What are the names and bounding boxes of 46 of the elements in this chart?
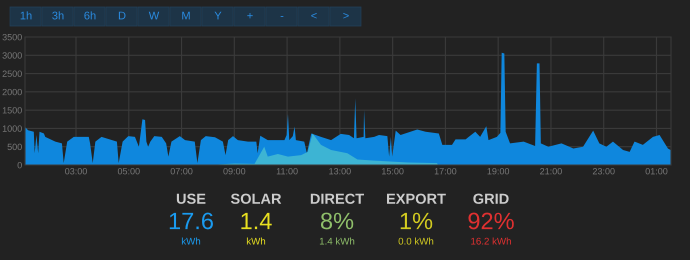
category-label: DIRECT — [310, 194, 364, 204]
x-tick-label: 11:00 — [276, 168, 298, 174]
text: - — [280, 16, 284, 17]
text: > — [343, 12, 349, 19]
text: 1.4 kWh — [320, 237, 354, 245]
y-tick-label: 500 — [8, 144, 22, 150]
x-tick-label: 09:00 — [223, 168, 246, 174]
text: < — [311, 12, 317, 19]
text: 3h — [52, 11, 64, 20]
x-tick-label: 01:00 — [646, 168, 668, 174]
y-tick-label: 2000 — [2, 88, 22, 96]
x-tick-label: 07:00 — [170, 168, 192, 174]
y-tick-label: 2500 — [2, 70, 22, 77]
text: 1.4 — [241, 212, 272, 230]
category-label: SOLAR — [230, 194, 282, 204]
text: D — [118, 12, 126, 20]
x-tick-label: 05:00 — [118, 168, 140, 174]
y-tick-label: 1500 — [2, 107, 22, 114]
text: kWh — [246, 237, 266, 245]
x-tick-label: 15:00 — [382, 168, 404, 174]
text: + — [247, 12, 253, 18]
text: 16.2 kWh — [471, 237, 511, 245]
text: kWh — [182, 237, 200, 245]
text: 1h — [20, 11, 32, 20]
text: 0.0 kWh — [398, 237, 434, 245]
x-tick-label: 21:00 — [540, 168, 562, 174]
text: 17.6 — [170, 212, 213, 230]
text: 1% — [400, 212, 432, 230]
y-tick-label: 3000 — [2, 52, 22, 59]
x-tick-label: 23:00 — [592, 168, 615, 174]
category-label: USE — [176, 194, 206, 204]
x-tick-label: 19:00 — [488, 168, 510, 174]
text: 92% — [468, 212, 514, 230]
y-tick-label: 3500 — [2, 34, 22, 40]
text: Y — [214, 12, 222, 20]
x-tick-label: 17:00 — [434, 168, 456, 174]
text: M — [182, 12, 190, 20]
category-label: EXPORT — [386, 194, 446, 204]
y-tick-label: 0 — [18, 162, 22, 168]
text: 8% — [320, 212, 354, 230]
x-tick-label: 03:00 — [65, 168, 87, 174]
category-label: GRID — [473, 194, 509, 204]
text: 6h — [84, 11, 96, 20]
y-tick-label: 1000 — [2, 125, 22, 132]
text: W — [148, 12, 160, 20]
x-tick-label: 13:00 — [329, 168, 351, 174]
